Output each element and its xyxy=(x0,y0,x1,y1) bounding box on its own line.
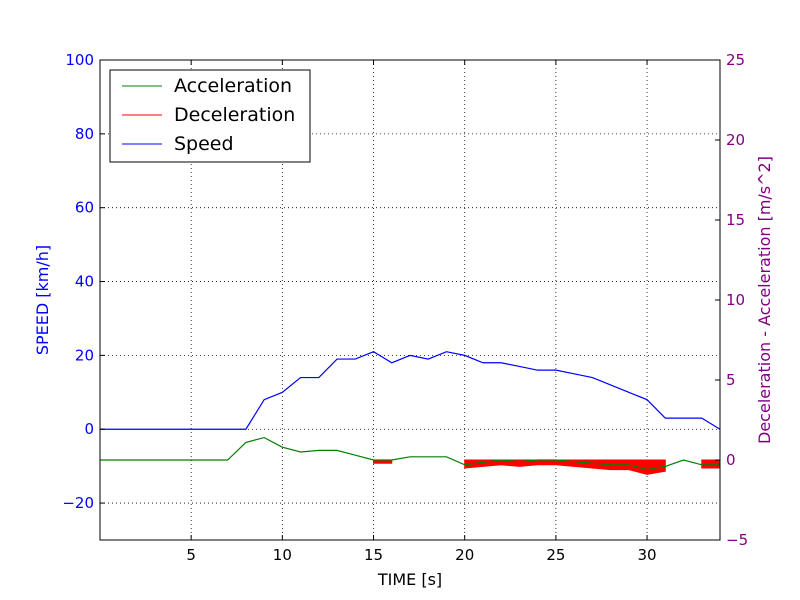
legend-label-acceleration: Acceleration xyxy=(174,75,292,97)
y-axis-label-right: Deceleration - Acceleration [m/s^2] xyxy=(755,156,774,444)
acceleration-line xyxy=(100,436,720,471)
legend-label-deceleration: Deceleration xyxy=(174,104,295,126)
y-axis-label-left: SPEED [km/h] xyxy=(33,245,52,355)
deceleration-area xyxy=(464,459,666,475)
x-tick-label: 20 xyxy=(455,546,474,564)
y-tick-label-right: −5 xyxy=(726,531,748,549)
tick-labels: 5 10 15 20 25 30 −20 0 20 40 60 80 100 −5 0 5 10 15 20 25 xyxy=(62,51,748,564)
x-tick-label: 10 xyxy=(273,546,292,564)
x-tick-label: 5 xyxy=(186,546,196,564)
x-tick-label: 30 xyxy=(638,546,657,564)
series-lines xyxy=(100,351,721,471)
y-tick-label-left: 100 xyxy=(65,51,94,69)
y-tick-label-left: 20 xyxy=(75,346,94,364)
y-tick-label-right: 25 xyxy=(726,51,745,69)
axis-ticks xyxy=(100,59,720,541)
y-tick-label-left: 60 xyxy=(75,199,94,217)
legend-box xyxy=(109,69,311,163)
y-tick-label-right: 10 xyxy=(726,291,745,309)
x-tick-label: 25 xyxy=(546,546,565,564)
deceleration-area xyxy=(701,459,721,469)
y-tick-label-left: 40 xyxy=(75,273,94,291)
y-tick-label-left: 0 xyxy=(84,420,94,438)
legend: Acceleration Deceleration Speed xyxy=(109,69,311,163)
speed-line xyxy=(100,351,721,430)
legend-label-speed: Speed xyxy=(174,133,234,155)
y-tick-label-right: 0 xyxy=(726,451,736,469)
grid xyxy=(100,60,720,540)
x-tick-label: 15 xyxy=(364,546,383,564)
x-axis-label: TIME [s] xyxy=(377,570,442,589)
y-tick-label-right: 20 xyxy=(726,131,745,149)
y-tick-label-right: 15 xyxy=(726,211,745,229)
y-tick-label-left: 80 xyxy=(75,125,94,143)
y-tick-label-left: −20 xyxy=(62,494,94,512)
y-tick-label-right: 5 xyxy=(726,371,736,389)
